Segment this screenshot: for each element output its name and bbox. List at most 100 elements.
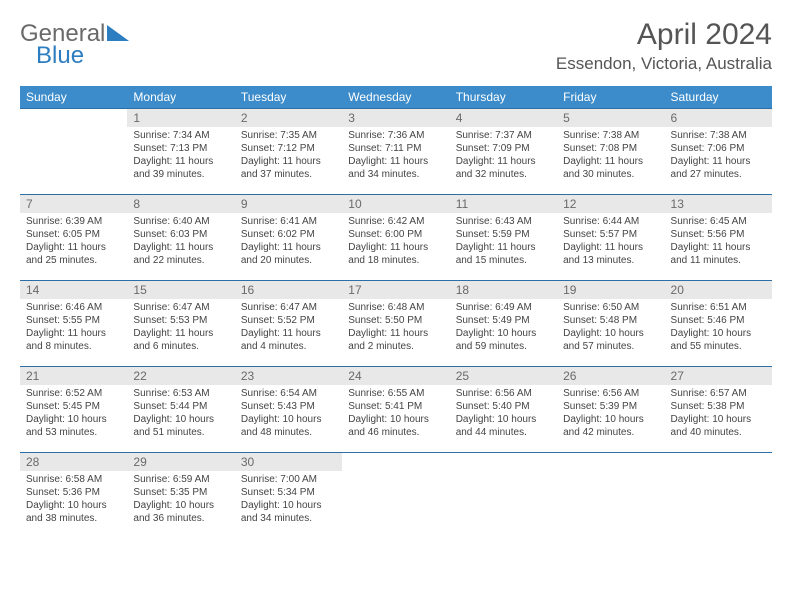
weekday-header: Tuesday bbox=[235, 86, 342, 109]
daylight-text: Daylight: 11 hours and 11 minutes. bbox=[671, 241, 766, 267]
day-number: 14 bbox=[20, 281, 127, 299]
sunset-text: Sunset: 5:41 PM bbox=[348, 400, 443, 413]
day-details: Sunrise: 6:46 AMSunset: 5:55 PMDaylight:… bbox=[20, 299, 127, 357]
daylight-text: Daylight: 11 hours and 18 minutes. bbox=[348, 241, 443, 267]
calendar-cell: 9Sunrise: 6:41 AMSunset: 6:02 PMDaylight… bbox=[235, 195, 342, 281]
sunrise-text: Sunrise: 6:39 AM bbox=[26, 215, 121, 228]
calendar-cell: 28Sunrise: 6:58 AMSunset: 5:36 PMDayligh… bbox=[20, 453, 127, 539]
weekday-header: Saturday bbox=[665, 86, 772, 109]
sunrise-text: Sunrise: 6:55 AM bbox=[348, 387, 443, 400]
sunset-text: Sunset: 5:55 PM bbox=[26, 314, 121, 327]
day-number: 11 bbox=[450, 195, 557, 213]
sunrise-text: Sunrise: 6:40 AM bbox=[133, 215, 228, 228]
day-details: Sunrise: 7:34 AMSunset: 7:13 PMDaylight:… bbox=[127, 127, 234, 185]
day-details: Sunrise: 6:56 AMSunset: 5:40 PMDaylight:… bbox=[450, 385, 557, 443]
day-number: 24 bbox=[342, 367, 449, 385]
day-number: 19 bbox=[557, 281, 664, 299]
day-number: 23 bbox=[235, 367, 342, 385]
daylight-text: Daylight: 11 hours and 30 minutes. bbox=[563, 155, 658, 181]
day-number: 6 bbox=[665, 109, 772, 127]
daylight-text: Daylight: 11 hours and 32 minutes. bbox=[456, 155, 551, 181]
day-details: Sunrise: 6:56 AMSunset: 5:39 PMDaylight:… bbox=[557, 385, 664, 443]
day-number: 29 bbox=[127, 453, 234, 471]
daylight-text: Daylight: 10 hours and 59 minutes. bbox=[456, 327, 551, 353]
calendar-week-row: 28Sunrise: 6:58 AMSunset: 5:36 PMDayligh… bbox=[20, 453, 772, 539]
day-number: 16 bbox=[235, 281, 342, 299]
sunset-text: Sunset: 7:06 PM bbox=[671, 142, 766, 155]
day-details: Sunrise: 6:45 AMSunset: 5:56 PMDaylight:… bbox=[665, 213, 772, 271]
page-header: General April 2024 Essendon, Victoria, A… bbox=[20, 18, 772, 74]
weekday-header: Friday bbox=[557, 86, 664, 109]
sunrise-text: Sunrise: 6:47 AM bbox=[133, 301, 228, 314]
sunset-text: Sunset: 5:52 PM bbox=[241, 314, 336, 327]
sunrise-text: Sunrise: 6:52 AM bbox=[26, 387, 121, 400]
calendar-cell: 12Sunrise: 6:44 AMSunset: 5:57 PMDayligh… bbox=[557, 195, 664, 281]
sunrise-text: Sunrise: 7:35 AM bbox=[241, 129, 336, 142]
sunset-text: Sunset: 5:44 PM bbox=[133, 400, 228, 413]
day-number: 13 bbox=[665, 195, 772, 213]
day-number: 2 bbox=[235, 109, 342, 127]
daylight-text: Daylight: 11 hours and 39 minutes. bbox=[133, 155, 228, 181]
daylight-text: Daylight: 11 hours and 25 minutes. bbox=[26, 241, 121, 267]
calendar-cell: 8Sunrise: 6:40 AMSunset: 6:03 PMDaylight… bbox=[127, 195, 234, 281]
calendar-cell: 22Sunrise: 6:53 AMSunset: 5:44 PMDayligh… bbox=[127, 367, 234, 453]
header-right: April 2024 Essendon, Victoria, Australia bbox=[556, 18, 772, 74]
sunrise-text: Sunrise: 7:36 AM bbox=[348, 129, 443, 142]
day-number: 9 bbox=[235, 195, 342, 213]
daylight-text: Daylight: 10 hours and 42 minutes. bbox=[563, 413, 658, 439]
sunrise-text: Sunrise: 7:37 AM bbox=[456, 129, 551, 142]
sunset-text: Sunset: 5:38 PM bbox=[671, 400, 766, 413]
day-details: Sunrise: 6:53 AMSunset: 5:44 PMDaylight:… bbox=[127, 385, 234, 443]
sunset-text: Sunset: 5:36 PM bbox=[26, 486, 121, 499]
daylight-text: Daylight: 11 hours and 2 minutes. bbox=[348, 327, 443, 353]
day-details: Sunrise: 7:36 AMSunset: 7:11 PMDaylight:… bbox=[342, 127, 449, 185]
day-details: Sunrise: 7:35 AMSunset: 7:12 PMDaylight:… bbox=[235, 127, 342, 185]
sunrise-text: Sunrise: 7:38 AM bbox=[563, 129, 658, 142]
daylight-text: Daylight: 11 hours and 15 minutes. bbox=[456, 241, 551, 267]
daylight-text: Daylight: 11 hours and 22 minutes. bbox=[133, 241, 228, 267]
sunset-text: Sunset: 6:03 PM bbox=[133, 228, 228, 241]
sunrise-text: Sunrise: 6:42 AM bbox=[348, 215, 443, 228]
daylight-text: Daylight: 11 hours and 13 minutes. bbox=[563, 241, 658, 267]
sunset-text: Sunset: 5:35 PM bbox=[133, 486, 228, 499]
sunset-text: Sunset: 5:57 PM bbox=[563, 228, 658, 241]
logo-line2: Blue bbox=[36, 42, 84, 70]
day-number: 4 bbox=[450, 109, 557, 127]
day-number: 26 bbox=[557, 367, 664, 385]
calendar-cell: 15Sunrise: 6:47 AMSunset: 5:53 PMDayligh… bbox=[127, 281, 234, 367]
page-title: April 2024 bbox=[556, 18, 772, 52]
day-details: Sunrise: 6:39 AMSunset: 6:05 PMDaylight:… bbox=[20, 213, 127, 271]
sunrise-text: Sunrise: 6:48 AM bbox=[348, 301, 443, 314]
day-number: 12 bbox=[557, 195, 664, 213]
logo-text-2: Blue bbox=[36, 42, 84, 69]
day-details: Sunrise: 6:54 AMSunset: 5:43 PMDaylight:… bbox=[235, 385, 342, 443]
day-number: 3 bbox=[342, 109, 449, 127]
day-number: 5 bbox=[557, 109, 664, 127]
daylight-text: Daylight: 11 hours and 20 minutes. bbox=[241, 241, 336, 267]
calendar-week-row: 21Sunrise: 6:52 AMSunset: 5:45 PMDayligh… bbox=[20, 367, 772, 453]
sunrise-text: Sunrise: 6:53 AM bbox=[133, 387, 228, 400]
day-details: Sunrise: 6:50 AMSunset: 5:48 PMDaylight:… bbox=[557, 299, 664, 357]
daylight-text: Daylight: 10 hours and 57 minutes. bbox=[563, 327, 658, 353]
day-number: 22 bbox=[127, 367, 234, 385]
sunset-text: Sunset: 5:45 PM bbox=[26, 400, 121, 413]
calendar-cell: 23Sunrise: 6:54 AMSunset: 5:43 PMDayligh… bbox=[235, 367, 342, 453]
day-details: Sunrise: 7:38 AMSunset: 7:06 PMDaylight:… bbox=[665, 127, 772, 185]
daylight-text: Daylight: 10 hours and 36 minutes. bbox=[133, 499, 228, 525]
day-details: Sunrise: 6:41 AMSunset: 6:02 PMDaylight:… bbox=[235, 213, 342, 271]
calendar-cell: 2Sunrise: 7:35 AMSunset: 7:12 PMDaylight… bbox=[235, 109, 342, 195]
day-details: Sunrise: 6:47 AMSunset: 5:52 PMDaylight:… bbox=[235, 299, 342, 357]
day-details: Sunrise: 6:40 AMSunset: 6:03 PMDaylight:… bbox=[127, 213, 234, 271]
sunset-text: Sunset: 5:48 PM bbox=[563, 314, 658, 327]
daylight-text: Daylight: 10 hours and 51 minutes. bbox=[133, 413, 228, 439]
calendar-cell: 19Sunrise: 6:50 AMSunset: 5:48 PMDayligh… bbox=[557, 281, 664, 367]
calendar-cell: 13Sunrise: 6:45 AMSunset: 5:56 PMDayligh… bbox=[665, 195, 772, 281]
calendar-cell: 4Sunrise: 7:37 AMSunset: 7:09 PMDaylight… bbox=[450, 109, 557, 195]
sunset-text: Sunset: 5:53 PM bbox=[133, 314, 228, 327]
sunrise-text: Sunrise: 6:54 AM bbox=[241, 387, 336, 400]
sunrise-text: Sunrise: 6:41 AM bbox=[241, 215, 336, 228]
daylight-text: Daylight: 10 hours and 34 minutes. bbox=[241, 499, 336, 525]
day-details: Sunrise: 6:58 AMSunset: 5:36 PMDaylight:… bbox=[20, 471, 127, 529]
sunrise-text: Sunrise: 6:46 AM bbox=[26, 301, 121, 314]
calendar-week-row: 1Sunrise: 7:34 AMSunset: 7:13 PMDaylight… bbox=[20, 109, 772, 195]
